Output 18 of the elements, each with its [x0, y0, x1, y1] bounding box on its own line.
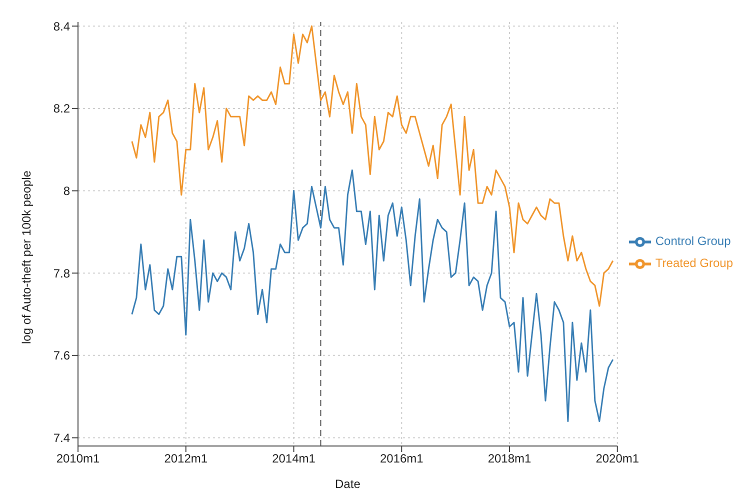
line-series — [131, 169, 614, 422]
y-axis-title: log of Auto-theft per 100k people — [19, 170, 34, 344]
x-tick-label: 2014m1 — [272, 452, 316, 466]
x-tick-label: 2020m1 — [596, 452, 640, 466]
x-tick-label: 2018m1 — [488, 452, 532, 466]
x-axis-title: Date — [335, 477, 361, 491]
y-tick-label: 7.6 — [53, 348, 70, 363]
y-tick-label: 7.4 — [53, 431, 70, 446]
legend-label: Control Group — [655, 234, 731, 248]
y-tick-label: 8 — [63, 184, 70, 198]
y-tick-label: 8.4 — [53, 19, 70, 34]
line-series — [131, 25, 614, 307]
y-tick-label: 8.2 — [53, 102, 70, 116]
legend-label: Treated Group — [655, 256, 733, 270]
x-tick-label: 2010m1 — [56, 452, 100, 466]
x-tick-label: 2012m1 — [164, 452, 208, 466]
x-tick-label: 2016m1 — [380, 452, 424, 466]
y-tick-label: 7.8 — [53, 266, 70, 280]
